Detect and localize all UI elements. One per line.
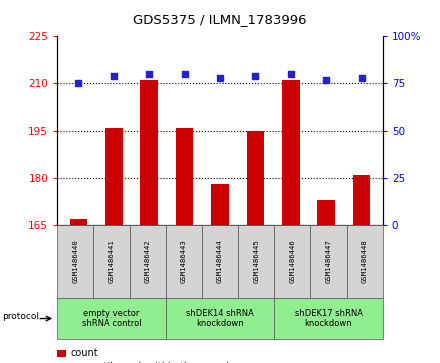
Text: GSM1486448: GSM1486448 [362, 240, 368, 283]
Point [323, 77, 330, 83]
Text: GDS5375 / ILMN_1783996: GDS5375 / ILMN_1783996 [133, 13, 307, 26]
Point [181, 71, 188, 77]
Text: shDEK17 shRNA
knockdown: shDEK17 shRNA knockdown [294, 309, 363, 328]
Text: GSM1486441: GSM1486441 [109, 240, 114, 283]
Bar [105, 127, 123, 225]
Text: empty vector
shRNA control: empty vector shRNA control [82, 309, 141, 328]
Text: GSM1486445: GSM1486445 [253, 240, 259, 283]
Text: protocol: protocol [2, 312, 39, 321]
Point [146, 71, 153, 77]
Bar [282, 80, 300, 225]
Point [287, 71, 294, 77]
Text: count: count [70, 348, 98, 358]
Point [358, 75, 365, 81]
Bar [211, 184, 229, 225]
Point [252, 73, 259, 79]
Text: GSM1486440: GSM1486440 [72, 240, 78, 283]
Bar [70, 219, 87, 225]
Bar [246, 131, 264, 225]
Text: GSM1486442: GSM1486442 [145, 240, 150, 283]
Text: GSM1486446: GSM1486446 [290, 240, 295, 283]
Text: GSM1486447: GSM1486447 [326, 240, 331, 283]
Point [110, 73, 117, 79]
Text: GSM1486444: GSM1486444 [217, 240, 223, 283]
Point [216, 75, 224, 81]
Text: percentile rank within the sample: percentile rank within the sample [70, 362, 235, 363]
Bar [353, 175, 370, 225]
Text: GSM1486443: GSM1486443 [181, 240, 187, 283]
Text: shDEK14 shRNA
knockdown: shDEK14 shRNA knockdown [186, 309, 254, 328]
Bar [140, 80, 158, 225]
Bar [176, 127, 194, 225]
Point [75, 81, 82, 86]
Bar [317, 200, 335, 225]
